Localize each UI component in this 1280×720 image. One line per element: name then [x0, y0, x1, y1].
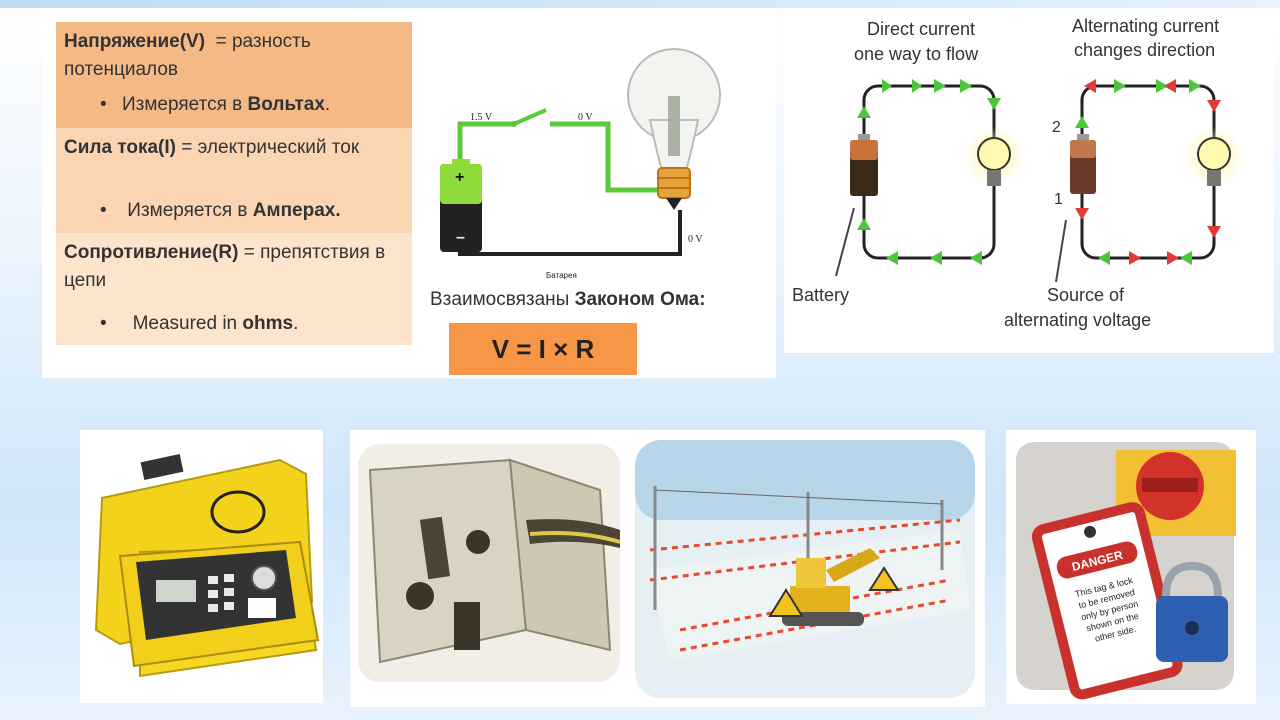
resistance-term: Сопротивление(R)	[64, 242, 239, 263]
source-pointer	[1055, 219, 1067, 283]
resistance-box: Сопротивление(R) = препятствия в цепи • …	[56, 233, 412, 345]
resistance-definition-text: = препятствия в цепи	[64, 242, 386, 291]
photo-lockout-tag: DANGER This tag & lock to be removed onl…	[1006, 430, 1256, 704]
tester-knob	[251, 565, 277, 591]
battery-pointer	[835, 207, 855, 277]
voltage-box: Напряжение(V) = разность потенциалов • Из…	[56, 22, 412, 128]
battery-label: Battery	[792, 285, 849, 305]
excavator-body	[790, 586, 850, 614]
switch-pivot	[511, 121, 517, 127]
current-unit-prefix: Измеряется в	[127, 200, 253, 221]
current-term: Сила тока(I)	[64, 137, 176, 158]
ac-arrows	[1075, 79, 1221, 265]
ohm-law-prefix: Взаимосвязаны	[430, 289, 575, 310]
voltage-unit-bullet: • Измеряется в Вольтах.	[100, 94, 331, 115]
lockout-tag-illustration: DANGER This tag & lock to be removed onl…	[1016, 442, 1236, 700]
label-1-5v: 1.5 V	[470, 112, 493, 123]
resistance-unit: ohms	[242, 313, 294, 334]
battery-terminal	[452, 159, 470, 165]
resistance-unit-bullet: • Measured in ohms.	[100, 313, 299, 334]
wire-to-bulb	[550, 121, 662, 193]
dc-bulb	[977, 137, 1011, 171]
voltage-unit-prefix: Измеряется в	[122, 94, 248, 115]
resistance-unit-prefix: Measured in	[132, 313, 243, 334]
dc-title-line-2: one way to flow	[854, 44, 979, 64]
photo-insulation-tester	[80, 430, 323, 703]
tester-illustration	[94, 454, 320, 678]
label-0v-switch: 0 V	[578, 112, 593, 123]
ac-dc-panel: Direct current one way to flow Alternati…	[784, 8, 1274, 353]
ohm-law-formula: V = I × R	[449, 323, 637, 375]
bulb-tip	[666, 198, 682, 210]
battery-minus-icon: –	[456, 229, 465, 246]
marker-1: 1	[1054, 191, 1063, 208]
warning-sign-icon	[768, 588, 804, 617]
photo-damaged-plug-and-site	[350, 430, 985, 707]
battery-caption: Батарея	[546, 271, 577, 280]
current-unit-bullet: • Измеряется в Амперах.	[100, 200, 341, 221]
source-label-line-1: Source of	[1047, 285, 1125, 305]
dc-arrows	[857, 79, 1001, 265]
voltage-definition: Напряжение(V) = разность потенциалов	[64, 28, 404, 84]
ohm-law-caption: Взаимосвязаны Законом Ома:	[430, 289, 706, 311]
danger-tag: DANGER This tag & lock to be removed onl…	[1031, 502, 1183, 700]
warning-sign-icon-2	[868, 566, 900, 591]
switch-lever	[513, 108, 547, 126]
battery-bulb-circuit: + – 1.5 V 0 V 0 V Батарея	[440, 48, 721, 280]
voltage-definition-text: = разность потенциалов	[64, 31, 311, 80]
bulb-stem	[668, 96, 680, 156]
current-unit: Амперах.	[252, 200, 341, 221]
voltage-term: Напряжение(V)	[64, 31, 206, 52]
slide-top-strip	[0, 0, 1280, 8]
resistance-definition: Сопротивление(R) = препятствия в цепи	[64, 239, 404, 295]
voltage-unit: Вольтах	[247, 94, 325, 115]
ohm-law-bold: Законом Ома:	[574, 289, 706, 310]
label-0v-return: 0 V	[688, 234, 703, 245]
ac-title-line-2: changes direction	[1074, 40, 1215, 60]
bulb-base	[657, 167, 691, 199]
wire-negative	[458, 210, 682, 256]
current-box: Сила тока(I) = электрический ток • Измер…	[56, 128, 412, 233]
plug-and-site-illustration	[358, 440, 975, 698]
wire-positive	[457, 121, 514, 160]
ac-title-line-1: Alternating current	[1072, 16, 1219, 36]
current-definition: Сила тока(I) = электрический ток	[64, 134, 404, 162]
resistance-unit-suffix: .	[293, 313, 299, 334]
battery-top	[440, 164, 482, 204]
voltage-unit-suffix: .	[324, 94, 331, 115]
current-definition-text: = электрический ток	[181, 137, 360, 158]
source-label-line-2: alternating voltage	[1004, 310, 1151, 330]
marker-2: 2	[1052, 119, 1061, 136]
ac-dc-diagram: Direct current one way to flow Alternati…	[792, 16, 1244, 330]
ac-bulb	[1197, 137, 1231, 171]
battery-plus-icon: +	[455, 169, 464, 186]
tester-display	[156, 580, 196, 602]
padlock-shackle	[1162, 561, 1222, 597]
dc-title-line-1: Direct current	[867, 19, 975, 39]
